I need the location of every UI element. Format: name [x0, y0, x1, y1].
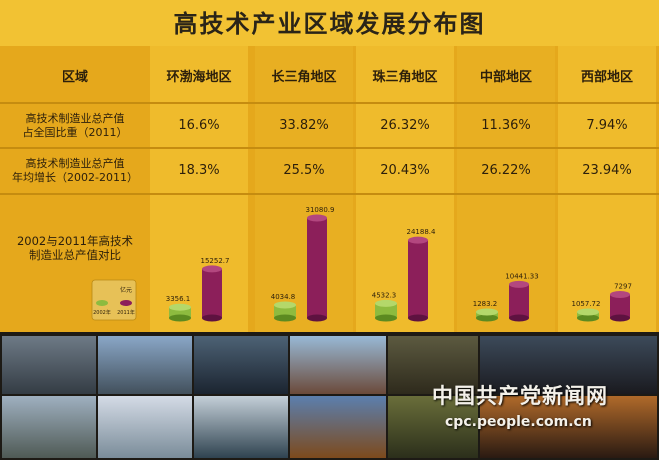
- industry-photo: [480, 396, 657, 458]
- row-label-line: 制造业总产值对比: [29, 248, 121, 262]
- bar-top-ellipse: [375, 299, 397, 307]
- bar-base-ellipse: [408, 314, 428, 322]
- photo-strip: [0, 332, 659, 460]
- legend-swatch-2011: [120, 300, 132, 306]
- row-label: 高技术制造业总产值 年均增长（2002-2011）: [0, 149, 150, 192]
- legend-label: 2002年: [93, 309, 111, 316]
- legend-label: 2011年: [117, 309, 135, 316]
- data-label: 4532.3: [372, 291, 397, 299]
- table-cell: 25.5%: [283, 163, 325, 178]
- bar-2011: [509, 284, 529, 318]
- bar-2002: [375, 303, 397, 318]
- column-panel: [558, 46, 656, 332]
- row-divider: [0, 193, 659, 195]
- legend-swatch-2002: [96, 300, 108, 306]
- bar-2002: [274, 305, 296, 318]
- bar-base-ellipse: [169, 314, 191, 322]
- bar-2011: [408, 240, 428, 318]
- bar-top-ellipse: [610, 291, 630, 299]
- bar-2011: [610, 294, 630, 318]
- bar-base-ellipse: [509, 314, 529, 322]
- column-header: 长三角地区: [271, 69, 337, 85]
- bar-2002: [169, 307, 191, 318]
- bar-top-ellipse: [202, 265, 222, 273]
- legend-unit: 亿元: [120, 286, 132, 294]
- industry-photo: [2, 396, 96, 458]
- watermark-url: cpc.people.com.cn: [445, 414, 592, 430]
- column-panel: [150, 46, 248, 332]
- industry-photo: [98, 336, 192, 394]
- bar-top-ellipse: [274, 301, 296, 309]
- data-label: 10441.33: [505, 272, 538, 280]
- column-header: 中部地区: [479, 69, 532, 85]
- bar-2011: [202, 268, 222, 318]
- industry-photo: [480, 336, 657, 394]
- bar-2011: [307, 218, 327, 318]
- table-cell: 26.32%: [380, 118, 430, 133]
- column-header: 珠三角地区: [372, 69, 438, 85]
- table-cell: 33.82%: [279, 118, 329, 133]
- industry-photo: [290, 336, 386, 394]
- column-header: 西部地区: [580, 69, 633, 85]
- row-label-line: 2002与2011年高技术: [16, 234, 134, 248]
- bar-base-ellipse: [476, 314, 498, 322]
- table-cell: 11.36%: [481, 118, 531, 133]
- table-cell: 18.3%: [178, 163, 220, 178]
- bar-top-ellipse: [169, 303, 191, 311]
- table-cell: 16.6%: [178, 118, 220, 133]
- bar-base-ellipse: [610, 314, 630, 322]
- row-label-line: 占全国比重（2011）: [22, 125, 128, 139]
- data-label: 15252.7: [201, 257, 230, 265]
- column-panel: [356, 46, 454, 332]
- data-label: 4034.8: [271, 293, 296, 301]
- table-cell: 26.22%: [481, 163, 531, 178]
- row-divider: [0, 147, 659, 149]
- row-label-line: 高技术制造业总产值: [25, 156, 125, 170]
- legend-box: [91, 279, 137, 321]
- bar-top-ellipse: [577, 308, 599, 316]
- table-cell: 20.43%: [380, 163, 430, 178]
- industry-photo: [194, 336, 288, 394]
- column-panel: [457, 46, 555, 332]
- industry-photo: [194, 396, 288, 458]
- table-cell: 23.94%: [582, 163, 632, 178]
- data-label: 31080.9: [306, 206, 335, 214]
- bar-top-ellipse: [408, 236, 428, 244]
- data-label: 1283.2: [473, 300, 498, 308]
- row-label-line: 高技术制造业总产值: [25, 111, 125, 125]
- bar-base-ellipse: [274, 314, 296, 322]
- row-label: 2002与2011年高技术 制造业总产值对比: [0, 228, 150, 268]
- data-label: 7297: [614, 283, 632, 291]
- data-label: 3356.1: [166, 295, 191, 303]
- row-divider: [0, 102, 659, 104]
- column-panel: [255, 46, 353, 332]
- industry-photo: [98, 396, 192, 458]
- industry-photo: [290, 396, 386, 458]
- bar-base-ellipse: [577, 314, 599, 322]
- industry-photo: [2, 336, 96, 394]
- chart-title: 高技术产业区域发展分布图: [173, 10, 486, 38]
- data-label: 1057.72: [572, 300, 601, 308]
- data-label: 24188.4: [407, 228, 436, 236]
- column-header: 环渤海地区: [166, 69, 232, 85]
- header-region-label: 区域: [61, 69, 88, 85]
- watermark-logo: 中国共产党新闻网: [432, 383, 608, 408]
- bar-base-ellipse: [202, 314, 222, 322]
- title-band: [0, 0, 659, 46]
- bar-chart: 3356.1 15252.7 4034.8 31080.9 4532.3 24188.4 1…: [91, 206, 632, 322]
- row-label-line: 年均增长（2002-2011）: [12, 170, 138, 184]
- row-label: 高技术制造业总产值 占全国比重（2011）: [0, 104, 150, 147]
- industry-photo: [388, 396, 478, 458]
- table-cell: 7.94%: [586, 118, 628, 133]
- bar-top-ellipse: [509, 280, 529, 288]
- bar-top-ellipse: [476, 308, 498, 316]
- bar-base-ellipse: [375, 314, 397, 322]
- bar-base-ellipse: [307, 314, 327, 322]
- bar-top-ellipse: [307, 214, 327, 222]
- industry-photo: [388, 336, 478, 394]
